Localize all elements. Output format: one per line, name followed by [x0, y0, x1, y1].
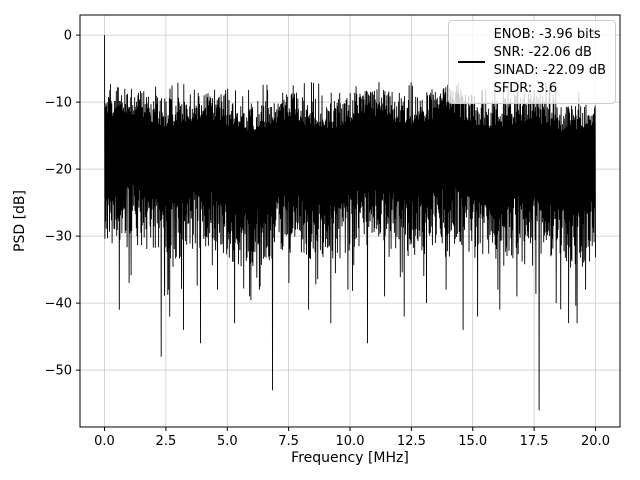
svg-text:0: 0 [64, 29, 72, 44]
svg-text:5.0: 5.0 [217, 434, 238, 449]
legend-entry-snr: SNR: -22.06 dB [493, 45, 592, 60]
chart-legend: ENOB: -3.96 bits SNR: -22.06 dB SINAD: -… [447, 20, 616, 104]
svg-text:10.0: 10.0 [336, 434, 365, 449]
svg-text:12.5: 12.5 [397, 434, 426, 449]
y-axis-label: PSD [dB] [12, 190, 28, 252]
svg-text:2.5: 2.5 [156, 434, 177, 449]
svg-text:0.0: 0.0 [94, 434, 115, 449]
svg-text:−20: −20 [45, 163, 72, 178]
legend-entry-sinad: SINAD: -22.09 dB [493, 63, 606, 78]
x-axis-label: Frequency [MHz] [291, 450, 409, 466]
svg-text:−10: −10 [45, 96, 72, 111]
svg-text:17.5: 17.5 [520, 434, 549, 449]
legend-line-sample-icon [457, 61, 485, 63]
svg-text:−50: −50 [45, 364, 72, 379]
svg-text:−30: −30 [45, 230, 72, 245]
legend-entry-enob: ENOB: -3.96 bits [493, 27, 601, 42]
svg-text:7.5: 7.5 [278, 434, 299, 449]
legend-entry-sfdr: SFDR: 3.6 [493, 81, 558, 96]
legend-entries: ENOB: -3.96 bits SNR: -22.06 dB SINAD: -… [494, 26, 606, 98]
svg-text:20.0: 20.0 [581, 434, 610, 449]
svg-text:−40: −40 [45, 297, 72, 312]
svg-text:15.0: 15.0 [458, 434, 487, 449]
